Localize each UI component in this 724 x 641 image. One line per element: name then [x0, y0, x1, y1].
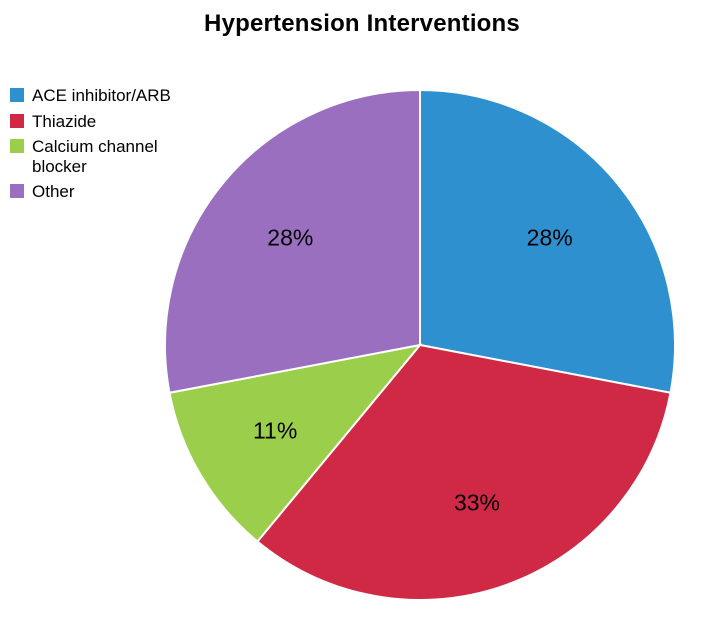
legend-label: Thiazide [32, 112, 96, 132]
legend-label: Calcium channel blocker [32, 137, 158, 176]
legend-swatch [10, 184, 24, 198]
pie-svg [163, 88, 677, 602]
pie-chart-container: Hypertension Interventions ACE inhibitor… [0, 0, 724, 641]
legend-item: Calcium channel blocker [10, 137, 171, 176]
chart-title: Hypertension Interventions [0, 10, 724, 38]
legend-label: ACE inhibitor/ARB [32, 86, 171, 106]
legend-item: Other [10, 182, 171, 202]
slice-label-ccb: 11% [253, 417, 297, 444]
slice-label-ace: 28% [527, 224, 573, 251]
legend-label: Other [32, 182, 75, 202]
legend-swatch [10, 88, 24, 102]
legend-swatch [10, 139, 24, 153]
legend: ACE inhibitor/ARB Thiazide Calcium chann… [10, 86, 171, 208]
slice-label-other: 28% [267, 224, 313, 251]
legend-item: Thiazide [10, 112, 171, 132]
legend-item: ACE inhibitor/ARB [10, 86, 171, 106]
slice-label-thiazide: 33% [454, 490, 500, 517]
legend-swatch [10, 114, 24, 128]
